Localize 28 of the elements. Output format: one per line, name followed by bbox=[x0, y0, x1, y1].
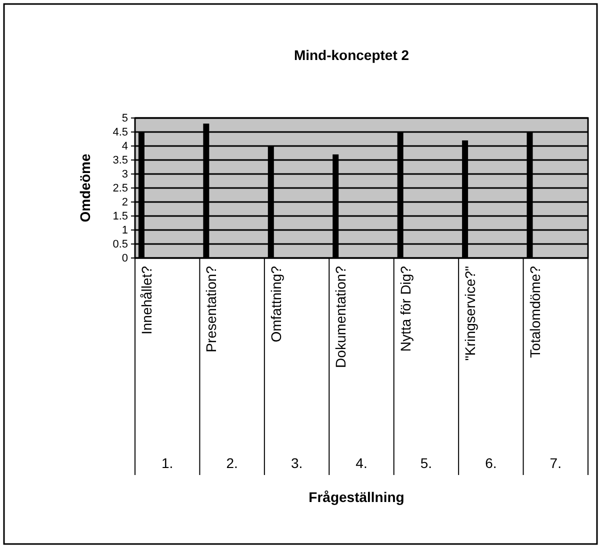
x-tick-label: Dokumentation? bbox=[332, 266, 349, 368]
text: 1. bbox=[162, 455, 174, 471]
chart-title: Mind-konceptet 2 bbox=[294, 47, 410, 63]
y-tick-label: 5 bbox=[122, 112, 128, 125]
x-tick-label: Innehållet? bbox=[138, 266, 154, 335]
text: 3. bbox=[290, 455, 303, 471]
y-tick-label: 0.5 bbox=[112, 238, 128, 251]
y-tick-label: 1.5 bbox=[112, 210, 128, 223]
y-tick-label: 4 bbox=[122, 140, 128, 153]
y-tick-label: 0 bbox=[122, 252, 128, 265]
x-tick-label: Nytta för Dig? bbox=[397, 266, 414, 352]
text: 6. bbox=[485, 455, 497, 471]
x-tick-label: Totalomdöme? bbox=[526, 266, 543, 358]
text: 2. bbox=[226, 455, 238, 471]
text: Frågeställning bbox=[308, 489, 404, 505]
y-tick-label: 1 bbox=[122, 224, 128, 237]
text: 7. bbox=[550, 455, 562, 471]
text: 4. bbox=[356, 455, 368, 471]
x-tick-label: Presentation? bbox=[203, 266, 220, 352]
text: 5. bbox=[420, 455, 432, 471]
y-tick-label: 2.5 bbox=[112, 182, 128, 195]
y-tick-label: 3.5 bbox=[112, 154, 128, 167]
x-tick-label: "Kringservice?" bbox=[462, 266, 478, 361]
y-tick-label: 2 bbox=[122, 196, 128, 209]
y-tick-label: 3 bbox=[122, 168, 128, 181]
y-axis-title: Omdeöme bbox=[77, 154, 93, 222]
y-tick-label: 4.5 bbox=[112, 126, 128, 139]
x-tick-label: Omfattning? bbox=[268, 266, 284, 342]
